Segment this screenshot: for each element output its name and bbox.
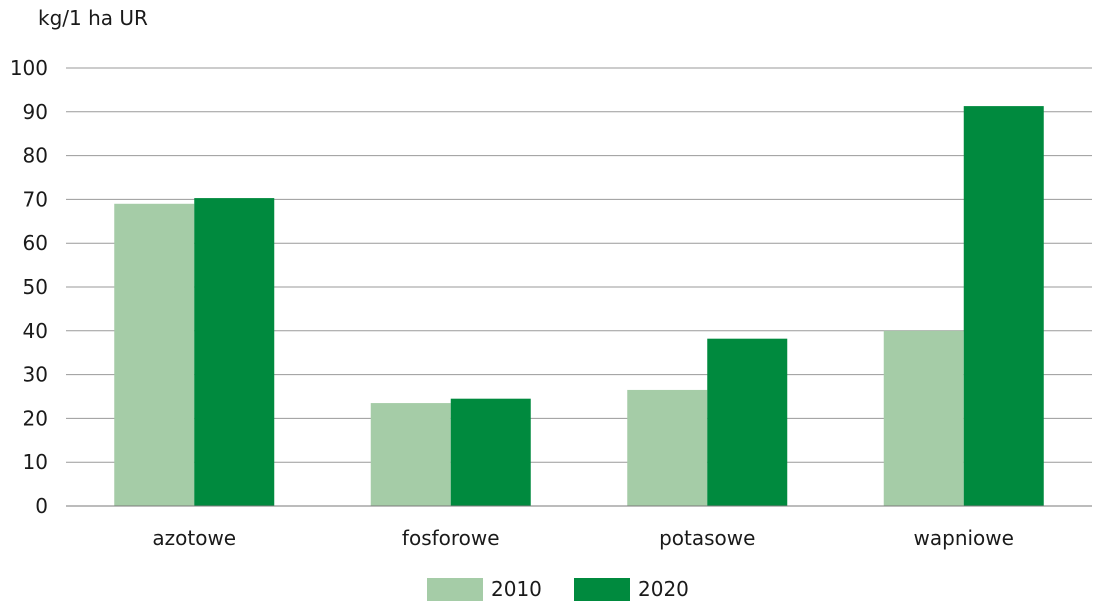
y-tick-label: 30 <box>23 363 48 387</box>
legend-swatch-2010 <box>427 577 483 601</box>
y-tick-label: 70 <box>23 187 48 211</box>
y-tick-label: 100 <box>10 56 48 80</box>
legend-swatch-2020 <box>574 577 630 601</box>
x-category-label: fosforowe <box>402 526 500 550</box>
bars <box>66 106 1092 507</box>
x-axis-category-labels: azotowe fosforowe potasowe wapniowe <box>152 526 1014 550</box>
y-tick-label: 10 <box>23 450 48 474</box>
bar-azotowe-2020 <box>194 198 275 506</box>
x-category-label: potasowe <box>659 526 755 550</box>
y-tick-label: 60 <box>23 231 48 255</box>
bar-wapniowe-2020 <box>963 106 1044 506</box>
legend-item-2020: 2020 <box>574 577 689 601</box>
y-tick-label: 50 <box>23 275 48 299</box>
bar-fosforowe-2020 <box>450 398 531 506</box>
bar-potasowe-2010 <box>627 389 708 506</box>
y-axis-unit-label: kg/1 ha UR <box>38 6 148 30</box>
x-category-label: wapniowe <box>914 526 1014 550</box>
legend: 2010 2020 <box>0 577 1106 603</box>
legend-label-2020: 2020 <box>638 577 689 601</box>
y-tick-label: 0 <box>35 494 48 518</box>
y-axis-ticks: 0 10 20 30 40 50 60 70 80 90 100 <box>10 56 48 518</box>
legend-item-2010: 2010 <box>427 577 542 601</box>
legend-label-2010: 2010 <box>491 577 542 601</box>
y-tick-label: 20 <box>23 406 48 430</box>
y-tick-label: 80 <box>23 144 48 168</box>
y-tick-label: 90 <box>23 100 48 124</box>
bar-fosforowe-2010 <box>370 403 451 506</box>
x-category-label: azotowe <box>152 526 236 550</box>
bar-wapniowe-2010 <box>883 330 964 506</box>
y-tick-label: 40 <box>23 319 48 343</box>
bar-potasowe-2020 <box>707 338 788 506</box>
bar-azotowe-2010 <box>114 203 195 506</box>
